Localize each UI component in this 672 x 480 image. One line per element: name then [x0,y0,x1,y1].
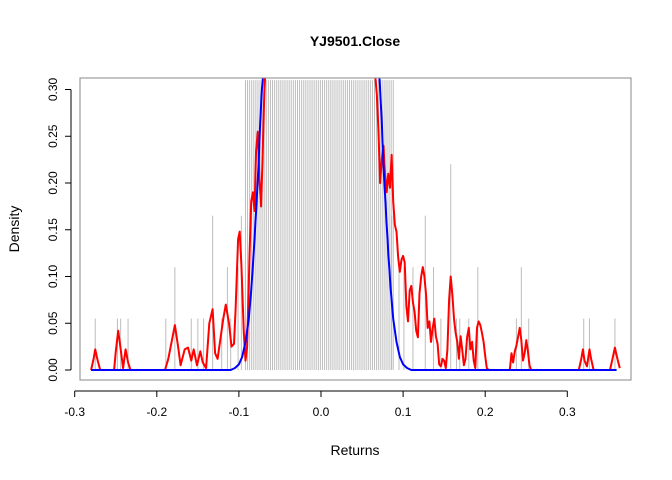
x-axis-title: Returns [330,442,379,458]
empirical-density-line [90,78,621,371]
x-tick-label: 0.2 [477,405,494,419]
y-tick-label: 0.00 [46,358,60,382]
y-tick-label: 0.25 [46,124,60,148]
x-tick-label: 0.1 [395,405,412,419]
x-tick-label: -0.2 [146,405,167,419]
x-tick-label: 0.3 [559,405,576,419]
y-tick-label: 0.15 [46,218,60,242]
y-axis: 0.00 0.05 0.10 0.15 0.20 0.25 0.30 [46,77,72,382]
y-axis-title: Density [6,206,22,253]
normal-density-line [91,78,617,371]
x-tick-label: -0.3 [64,405,85,419]
plot-frame [79,77,632,381]
y-tick-label: 0.10 [46,264,60,288]
x-tick-label: 0.0 [313,405,330,419]
y-tick-label: 0.20 [46,171,60,195]
y-tick-label: 0.05 [46,311,60,335]
rug-layer [94,80,616,370]
y-tick-label: 0.30 [46,77,60,101]
density-lines [90,78,621,371]
x-tick-label: -0.1 [229,405,250,419]
chart-title: YJ9501.Close [310,33,400,49]
x-axis: -0.3 -0.2 -0.1 0.0 0.1 0.2 0.3 [64,390,576,419]
